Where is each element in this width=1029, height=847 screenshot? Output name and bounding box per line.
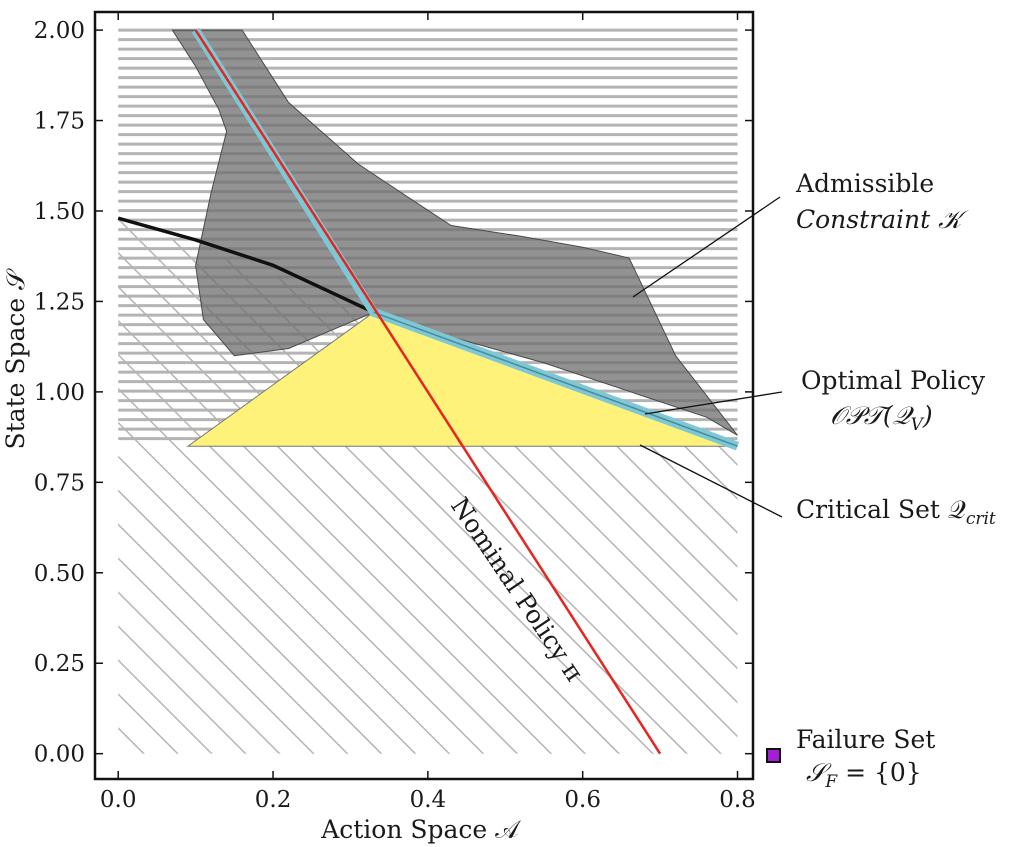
black-curve bbox=[117, 216, 375, 314]
admissible-label-line1: Admissible bbox=[795, 169, 934, 198]
hatched-region bbox=[118, 218, 738, 754]
plot-area bbox=[117, 27, 740, 755]
optimal-label-line2: 𝒪𝒫𝒯(𝒬V) bbox=[830, 401, 933, 435]
optimal-leader-line bbox=[644, 391, 783, 415]
y-tick-label: 1.50 bbox=[34, 199, 85, 225]
x-tick-label: 0.2 bbox=[255, 787, 292, 813]
nominal-policy-line bbox=[194, 29, 662, 755]
admissible-label-line2: Constraint 𝒦 bbox=[796, 205, 969, 234]
y-tick-label: 1.75 bbox=[34, 109, 85, 135]
optimal-label-line1: Optimal Policy bbox=[801, 366, 986, 395]
y-tick-label: 2.00 bbox=[34, 18, 85, 44]
admissible-constraint-region bbox=[171, 29, 738, 436]
optimal-policy-inner-line bbox=[373, 311, 738, 447]
y-tick-label: 0.25 bbox=[34, 651, 85, 677]
x-tick-label: 0.6 bbox=[564, 787, 601, 813]
failure-set-marker bbox=[766, 748, 781, 763]
critical-set-label: Critical Set 𝒬crit bbox=[796, 495, 996, 529]
y-tick-label: 0.50 bbox=[34, 561, 85, 587]
plot-frame bbox=[93, 10, 755, 781]
y-tick-label: 1.00 bbox=[34, 380, 85, 406]
y-tick-label: 0.00 bbox=[34, 742, 85, 768]
y-axis-label: State Space 𝒮 bbox=[1, 268, 30, 450]
failure-set-label-line1: Failure Set bbox=[796, 725, 935, 754]
y-tick-label: 0.75 bbox=[34, 470, 85, 496]
x-tick-label: 0.8 bbox=[719, 787, 756, 813]
x-tick-label: 0.4 bbox=[410, 787, 447, 813]
critical-leader-line bbox=[639, 444, 783, 518]
y-tick-label: 1.25 bbox=[34, 289, 85, 315]
axis-ticks: 0.0 0.2 0.4 0.6 0.8 0.00 0.25 0.50 0.75 1.00 1.25 1… bbox=[34, 12, 756, 813]
x-axis-label: Action Space 𝒜 bbox=[320, 815, 521, 844]
admissible-leader-line bbox=[632, 196, 781, 298]
x-tick-label: 0.0 bbox=[100, 787, 137, 813]
failure-set-label-line2: 𝒮F = {0} bbox=[806, 758, 922, 792]
